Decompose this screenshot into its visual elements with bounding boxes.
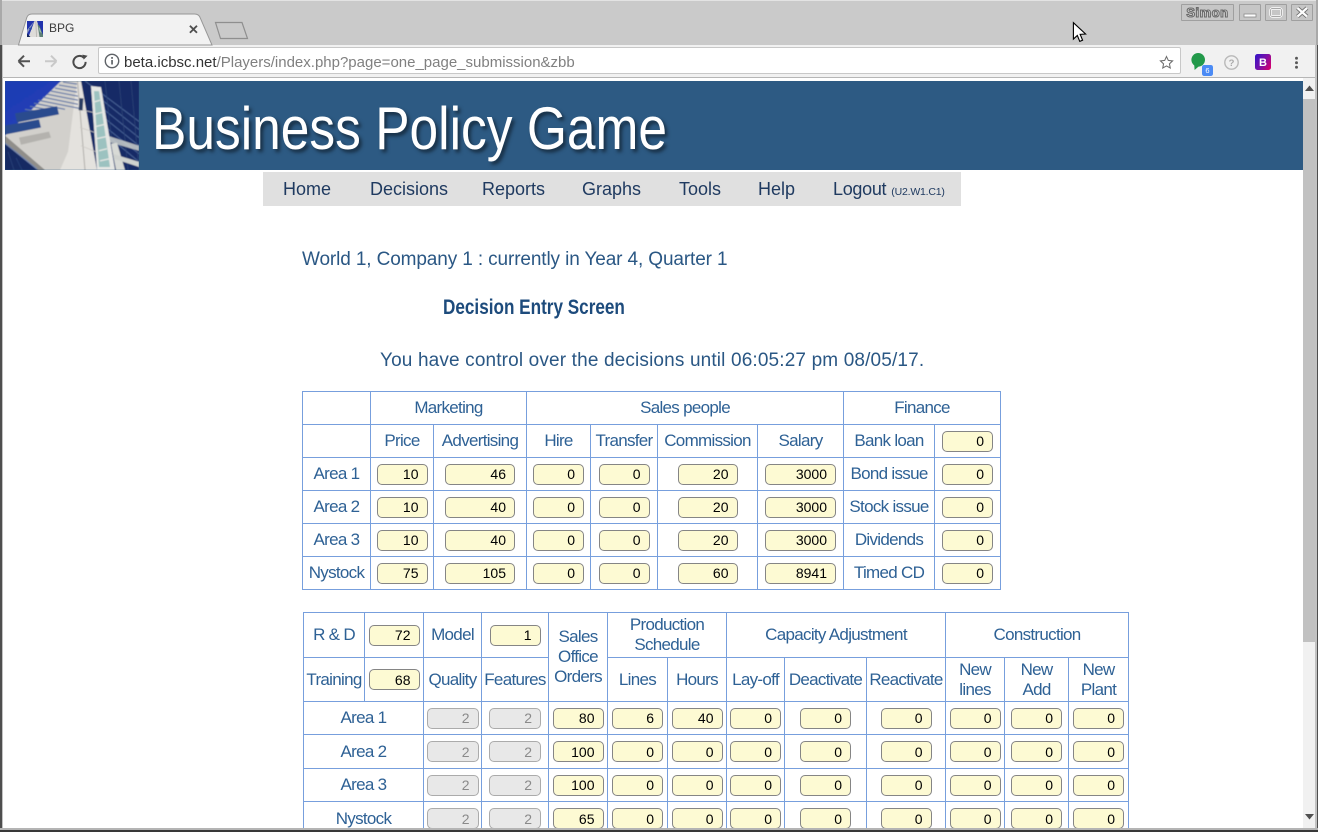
svg-text:6: 6 <box>1205 66 1209 75</box>
svg-text:?: ? <box>1229 58 1235 69</box>
svg-text:B: B <box>1259 57 1267 69</box>
